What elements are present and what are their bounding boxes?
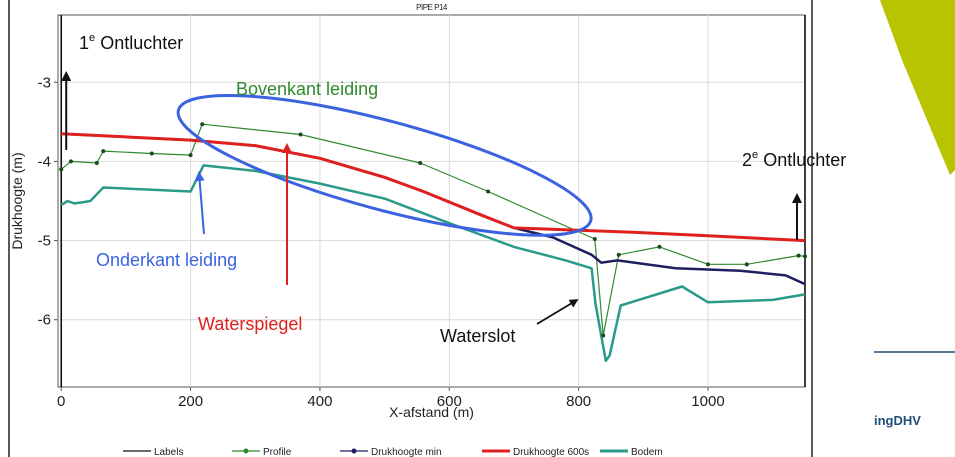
legend-marker (351, 448, 357, 454)
point-profile (616, 252, 621, 257)
point-profile (601, 333, 606, 338)
x-tick-label: 200 (178, 393, 203, 410)
y-tick-label: -4 (38, 153, 51, 170)
series-line-drukhoogte-600s (61, 132, 806, 243)
point-profile (94, 161, 99, 166)
legend-label: Profile (263, 447, 292, 457)
point-profile (705, 262, 710, 267)
x-tick-label: 0 (57, 393, 65, 410)
onderkant-label: Onderkant leiding (96, 250, 237, 270)
point-profile (744, 262, 749, 267)
bovenkant-label: Bovenkant leiding (236, 79, 378, 99)
series-line-bodem (60, 164, 806, 363)
x-tick-label: 800 (566, 393, 591, 410)
point-profile (188, 153, 193, 158)
waterspiegel-label: Waterspiegel (198, 314, 302, 334)
point-profile (803, 254, 807, 259)
point-profile (418, 161, 423, 166)
legend-label: Bodem (631, 447, 663, 457)
point-profile (59, 167, 64, 172)
x-tick-label: 400 (307, 393, 332, 410)
legend-label: Drukhoogte 600s (513, 447, 589, 457)
point-profile (298, 132, 303, 137)
ontluchter1-label: 1e Ontluchter (79, 32, 183, 53)
waterslot-label: Waterslot (440, 326, 515, 346)
point-profile (200, 122, 205, 127)
ontluchter2-label: 2e Ontluchter (742, 149, 846, 170)
chart-title: PIPE P14 (416, 3, 448, 12)
point-profile (657, 244, 662, 249)
x-axis-label: X-afstand (m) (389, 404, 474, 420)
waterslot-arrow (536, 299, 579, 325)
legend-marker (243, 448, 249, 454)
legend-label: Labels (154, 447, 183, 457)
point-profile (101, 149, 106, 154)
x-tick-label: 1000 (691, 393, 724, 410)
point-profile (486, 189, 491, 194)
point-profile (68, 159, 73, 164)
onderkant-arrow (194, 171, 205, 235)
y-axis-label: Drukhoogte (m) (9, 152, 25, 249)
point-profile (149, 151, 154, 156)
brand-logo-text: ingDHV (874, 413, 921, 428)
point-profile (592, 236, 597, 241)
brand-accent-polygon (880, 0, 955, 175)
y-tick-label: -3 (38, 74, 51, 91)
series-line-profile (60, 123, 806, 337)
point-profile (796, 253, 801, 258)
y-tick-label: -5 (38, 233, 51, 250)
legend-label: Drukhoogte min (371, 447, 442, 457)
highlight-ellipse (176, 93, 593, 237)
x-tick-label: 600 (437, 393, 462, 410)
y-tick-label: -6 (38, 312, 51, 329)
plot-area (57, 14, 806, 388)
